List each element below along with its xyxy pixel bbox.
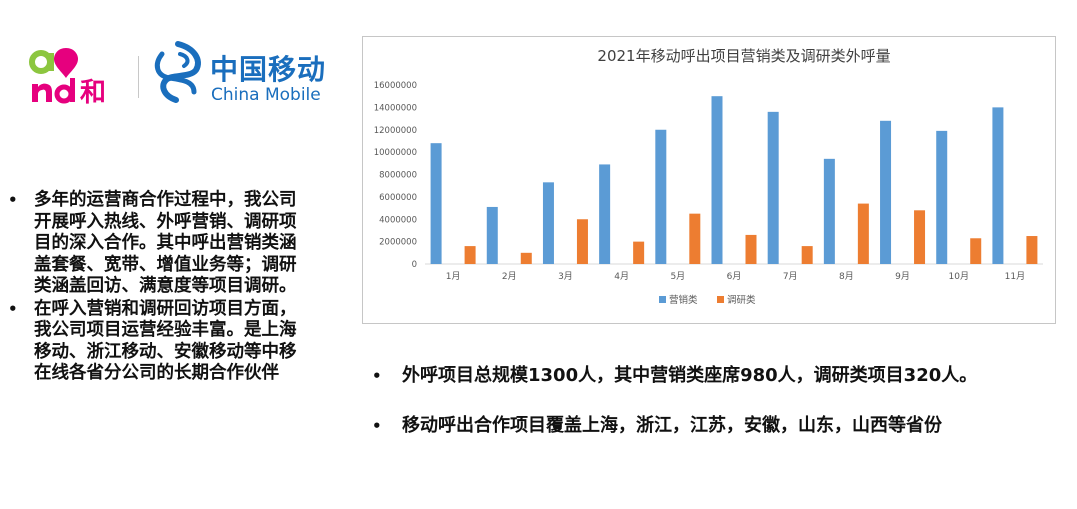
right-bullet-text: 外呼项目总规模1300人，其中营销类座席980人，调研类项目320人。 — [402, 365, 978, 386]
bar-marketing — [430, 143, 442, 264]
legend-swatch-marketing — [659, 296, 666, 303]
bar-research — [633, 241, 645, 264]
y-tick-label: 10000000 — [374, 148, 417, 158]
bullet-icon: • — [372, 367, 382, 385]
bar-research — [745, 234, 757, 264]
y-tick-label: 0 — [412, 260, 417, 270]
bar-research — [1026, 236, 1038, 264]
x-tick-label: 8月 — [839, 271, 854, 282]
left-bullet-text: 多年的运营商合作过程中，我公司开展呼入热线、外呼营销、调研项目的深入合作。其中呼… — [34, 190, 297, 296]
x-tick-label: 6月 — [727, 271, 742, 282]
right-bullet-item: • 外呼项目总规模1300人，其中营销类座席980人，调研类项目320人。 — [372, 364, 1062, 388]
bar-marketing — [711, 96, 723, 264]
y-tick-label: 8000000 — [379, 171, 417, 181]
chart-title: 2021年移动呼出项目营销类及调研类外呼量 — [597, 47, 890, 65]
bar-marketing — [992, 107, 1004, 264]
bar-marketing — [880, 120, 892, 264]
china-mobile-cn-name: 中国移动 — [210, 53, 327, 86]
y-tick-label: 16000000 — [374, 81, 417, 91]
logo-divider — [138, 56, 139, 98]
right-bullet-item: • 移动呼出合作项目覆盖上海，浙江，江苏，安徽，山东，山西等省份 — [372, 414, 1062, 438]
bar-research — [801, 246, 813, 264]
left-bullet-item: • 在呼入营销和调研回访项目方面，我公司项目运营经验丰富。是上海移动、浙江移动、… — [8, 299, 308, 385]
bar-marketing — [486, 206, 498, 264]
chart-frame: 2021年移动呼出项目营销类及调研类外呼量 0 2000000 4000000 6000… — [362, 36, 1056, 324]
left-bullet-list: • 多年的运营商合作过程中，我公司开展呼入热线、外呼营销、调研项目的深入合作。其… — [8, 190, 308, 385]
bar-research — [576, 219, 588, 264]
legend-label: 调研类 — [727, 294, 756, 306]
bullet-icon: • — [372, 417, 382, 435]
legend-swatch-research — [717, 296, 724, 303]
china-mobile-en-name: China Mobile — [211, 85, 321, 105]
right-bullet-list: • 外呼项目总规模1300人，其中营销类座席980人，调研类项目320人。 • … — [372, 364, 1062, 438]
bar-research — [689, 213, 701, 264]
x-tick-label: 11月 — [1005, 271, 1025, 282]
left-bullet-text: 在呼入营销和调研回访项目方面，我公司项目运营经验丰富。是上海移动、浙江移动、安徽… — [34, 298, 297, 384]
bar-research — [914, 210, 926, 264]
x-tick-label: 9月 — [895, 271, 910, 282]
bar-chart: 2021年移动呼出项目营销类及调研类外呼量 0 2000000 4000000 6000… — [374, 47, 1043, 306]
bar-research — [520, 252, 532, 264]
logo-area: 和 中国移动 China Mobile — [20, 34, 325, 114]
and-logo: 和 — [29, 48, 106, 106]
bar-marketing — [767, 111, 779, 264]
bar-research — [857, 203, 869, 264]
x-tick-label: 3月 — [558, 271, 573, 282]
y-tick-label: 12000000 — [374, 126, 417, 136]
x-tick-label: 2月 — [502, 271, 517, 282]
bar-marketing — [936, 130, 948, 264]
and-logo-text: 和 — [80, 78, 106, 106]
bullet-icon: • — [8, 299, 18, 318]
china-mobile-icon — [154, 41, 201, 103]
left-bullet-item: • 多年的运营商合作过程中，我公司开展呼入热线、外呼营销、调研项目的深入合作。其… — [8, 190, 308, 298]
bullet-icon: • — [8, 191, 18, 209]
x-tick-label: 10月 — [949, 271, 969, 282]
bar-marketing — [823, 158, 835, 264]
bar-marketing — [599, 164, 611, 264]
x-tick-label: 4月 — [614, 271, 629, 282]
bar-research — [464, 246, 476, 264]
x-tick-label: 5月 — [670, 271, 685, 282]
x-tick-label: 7月 — [783, 271, 798, 282]
y-tick-label: 14000000 — [374, 103, 417, 113]
bar-marketing — [655, 129, 667, 264]
right-bullet-text: 移动呼出合作项目覆盖上海，浙江，江苏，安徽，山东，山西等省份 — [402, 415, 942, 436]
legend-label: 营销类 — [669, 294, 698, 306]
bar-research — [970, 238, 982, 264]
y-tick-label: 4000000 — [379, 215, 417, 225]
y-tick-label: 2000000 — [379, 238, 417, 248]
bar-marketing — [542, 182, 554, 264]
y-tick-label: 6000000 — [379, 193, 417, 203]
x-tick-label: 1月 — [446, 271, 461, 282]
